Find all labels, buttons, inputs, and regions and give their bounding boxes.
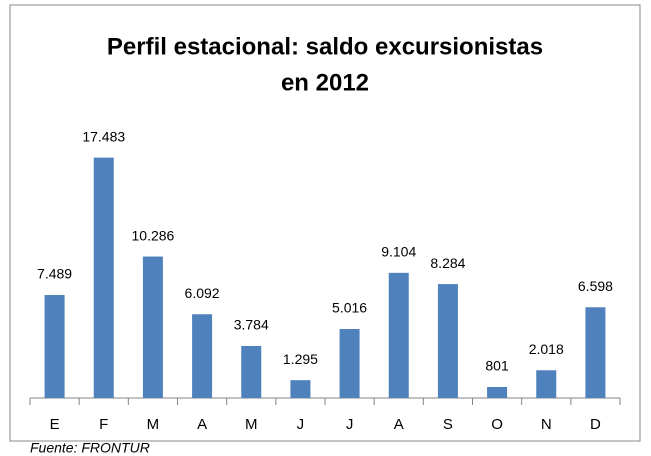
data-label: 7.489 [37, 266, 72, 282]
source-note: Fuente: FRONTUR [30, 440, 150, 456]
data-label: 10.286 [132, 227, 175, 243]
bar [585, 307, 606, 398]
bar [192, 314, 213, 398]
bar [241, 345, 262, 398]
x-tick-label: D [590, 416, 601, 433]
x-tick-label: O [491, 416, 503, 433]
data-label: 6.092 [185, 285, 220, 301]
bar [44, 295, 65, 398]
data-label: 9.104 [381, 244, 416, 260]
x-tick-label: A [394, 416, 404, 433]
x-tick-label: M [245, 416, 258, 433]
bar [437, 284, 458, 398]
data-label: 6.598 [578, 278, 613, 294]
data-label: 3.784 [234, 317, 269, 333]
x-tick-label: S [443, 416, 453, 433]
x-tick-label: J [297, 416, 305, 433]
data-label: 8.284 [430, 255, 465, 271]
data-label: 5.016 [332, 300, 367, 316]
chart-title: en 2012 [281, 69, 369, 96]
x-tick-label: F [99, 416, 108, 433]
x-tick-label: E [50, 416, 60, 433]
x-tick-label: A [197, 416, 207, 433]
chart-title: Perfil estacional: saldo excursionistas [107, 33, 543, 60]
bar [487, 386, 508, 398]
bar [142, 256, 163, 398]
data-label: 2.018 [529, 341, 564, 357]
data-label: 801 [485, 358, 509, 374]
bar [339, 329, 360, 398]
x-tick-label: J [346, 416, 354, 433]
bar [536, 370, 557, 398]
x-tick-label: M [147, 416, 160, 433]
x-tick-label: N [541, 416, 552, 433]
data-label: 17.483 [82, 128, 125, 144]
chart-border [9, 4, 641, 442]
data-label: 1.295 [283, 351, 318, 367]
bar [388, 272, 409, 398]
bar [290, 380, 311, 398]
bar [93, 157, 114, 398]
